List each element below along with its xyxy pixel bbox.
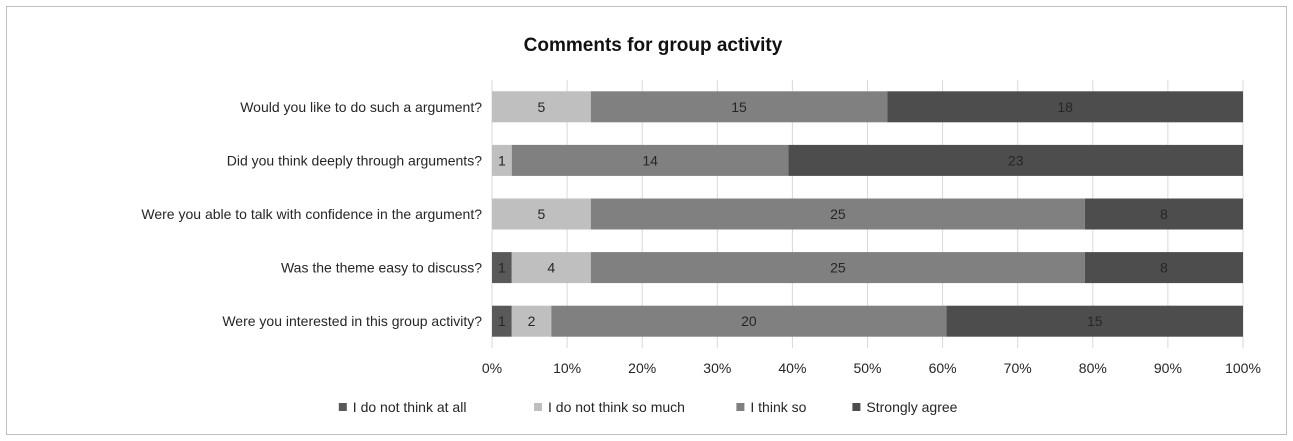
legend-label: I think so xyxy=(750,399,806,415)
bar-segment xyxy=(492,198,591,230)
data-label: 25 xyxy=(830,260,846,276)
bars: 0515180114230525814258122015 xyxy=(492,91,1243,337)
stacked-bar-chart: Comments for group activity 051518011423… xyxy=(141,35,1261,415)
bar-segment xyxy=(1084,252,1243,284)
category-label: Was the theme easy to discuss? xyxy=(281,260,482,276)
chart-frame: Comments for group activity 051518011423… xyxy=(6,6,1287,435)
data-label: 18 xyxy=(1057,99,1073,115)
legend-label: Strongly agree xyxy=(866,399,957,415)
data-label: 25 xyxy=(830,206,846,222)
x-tick-label: 60% xyxy=(929,360,957,376)
x-tick-label: 80% xyxy=(1079,360,1107,376)
bar-segment xyxy=(590,91,888,123)
bar-segment xyxy=(511,144,789,176)
data-label: 1 xyxy=(498,152,506,168)
data-label: 4 xyxy=(547,260,555,276)
category-label: Did you think deeply through arguments? xyxy=(227,152,482,168)
data-label: 20 xyxy=(741,313,757,329)
bar-segment xyxy=(1084,198,1243,230)
legend-swatch xyxy=(736,403,745,411)
bar-segment xyxy=(492,305,512,337)
x-axis-ticks: 0% 10% 20% 30% 40% 50% 60% 70% 80% 90% 100% xyxy=(482,360,1261,376)
x-tick-label: 50% xyxy=(853,360,881,376)
legend-label: I do not think at all xyxy=(353,399,467,415)
category-label: Were you able to talk with confidence in… xyxy=(141,206,482,222)
data-label: 23 xyxy=(1008,152,1024,168)
data-label: 5 xyxy=(538,206,546,222)
x-tick-label: 40% xyxy=(778,360,806,376)
legend-label: I do not think so much xyxy=(548,399,685,415)
data-label: 5 xyxy=(538,99,546,115)
x-tick-label: 90% xyxy=(1154,360,1182,376)
x-tick-label: 10% xyxy=(553,360,581,376)
x-tick-label: 30% xyxy=(703,360,731,376)
bar-segment xyxy=(590,198,1085,230)
data-label: 8 xyxy=(1160,206,1168,222)
category-labels: Would you like to do such a argument? Did… xyxy=(141,99,482,329)
x-tick-label: 70% xyxy=(1004,360,1032,376)
data-label: 8 xyxy=(1160,260,1168,276)
bar-segment xyxy=(492,252,512,284)
bar-segment xyxy=(492,144,512,176)
data-label: 1 xyxy=(498,260,506,276)
bar-segment xyxy=(511,305,552,337)
bar-segment xyxy=(887,91,1243,123)
legend-swatch xyxy=(852,403,861,411)
bar-segment xyxy=(511,252,591,284)
category-label: Would you like to do such a argument? xyxy=(240,99,482,115)
x-tick-label: 100% xyxy=(1225,360,1261,376)
bar-segment xyxy=(946,305,1243,337)
data-label: 14 xyxy=(642,152,658,168)
legend: I do not think at all I do not think so m… xyxy=(338,399,958,415)
legend-swatch xyxy=(534,403,542,411)
data-label: 1 xyxy=(498,313,506,329)
bar-segment xyxy=(492,91,591,123)
bar-segment xyxy=(551,305,947,337)
x-tick-label: 20% xyxy=(628,360,656,376)
data-label: 2 xyxy=(528,313,536,329)
data-label: 15 xyxy=(1087,313,1103,329)
chart-title: Comments for group activity xyxy=(524,35,783,56)
legend-swatch xyxy=(338,403,347,411)
bar-segment xyxy=(788,144,1243,176)
x-tick-label: 0% xyxy=(482,360,502,376)
bar-segment xyxy=(590,252,1085,284)
data-label: 15 xyxy=(731,99,747,115)
category-label: Were you interested in this group activi… xyxy=(222,313,482,329)
